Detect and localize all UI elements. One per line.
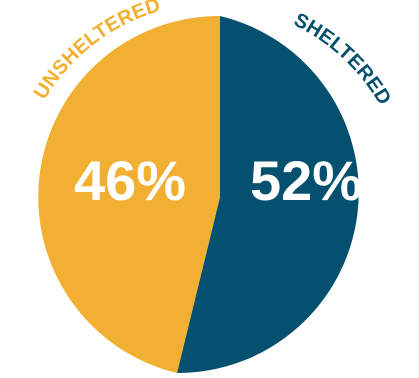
pie-slice-unsheltered: [38, 15, 221, 374]
pie-slice-unsheltered-value: 46%: [74, 149, 186, 212]
pie-slice-sheltered-value: 52%: [250, 149, 362, 212]
pie-slice-sheltered: [177, 16, 359, 374]
